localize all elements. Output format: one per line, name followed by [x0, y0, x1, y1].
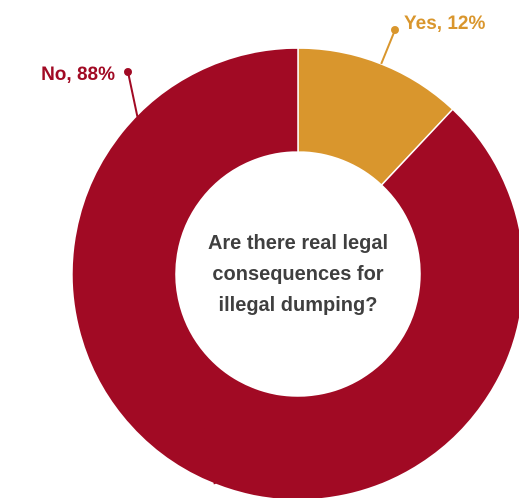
center-title-line-3: illegal dumping?	[219, 294, 378, 316]
leader-dot-no	[124, 68, 132, 76]
data-label-no: No, 88%	[41, 64, 115, 85]
leader-lines	[124, 26, 399, 485]
data-label-yes: Yes, 12%	[404, 13, 485, 34]
donut-slices	[71, 47, 519, 498]
center-title: Are there real legal consequences for il…	[208, 232, 388, 316]
leader-line-no	[127, 71, 216, 485]
leader-line-yes	[380, 29, 396, 65]
slice-no	[71, 47, 519, 498]
leader-dot-yes	[391, 26, 399, 34]
center-title-line-1: Are there real legal	[208, 232, 388, 254]
center-title-line-2: consequences for	[212, 263, 383, 285]
